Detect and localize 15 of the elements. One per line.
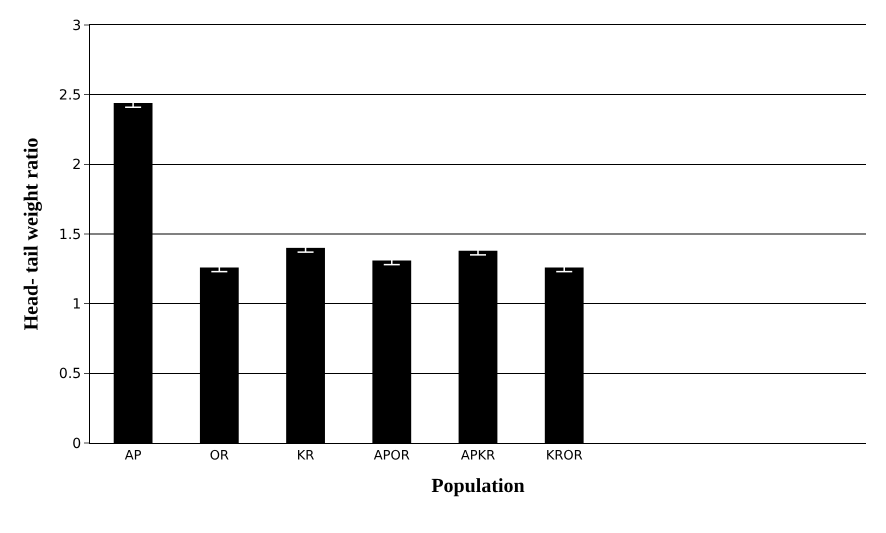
- x-tick-label: APOR: [374, 448, 410, 464]
- y-axis-title: Head- tail weight ratio: [20, 138, 42, 330]
- y-tick-label: 2: [72, 157, 82, 174]
- y-tick-label: 1.5: [58, 226, 82, 243]
- x-tick-label: OR: [210, 448, 229, 464]
- x-tick-label: APKR: [460, 448, 496, 464]
- y-tick-label: 0: [72, 436, 82, 452]
- x-tick-label: KROR: [546, 448, 583, 464]
- y-tick-label: 0.5: [58, 366, 82, 382]
- x-axis-title: Population: [431, 475, 525, 498]
- y-tick-label: 2.5: [58, 88, 82, 104]
- x-tick-label: AP: [124, 448, 142, 464]
- x-tick-label: KR: [296, 448, 314, 464]
- y-tick-label: 1: [72, 296, 82, 313]
- y-tick-label: 3: [72, 18, 82, 34]
